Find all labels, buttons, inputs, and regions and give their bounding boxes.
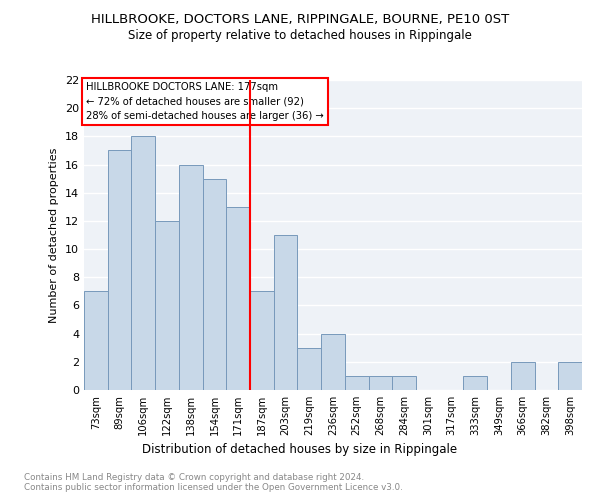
Bar — [321, 334, 345, 390]
Bar — [392, 376, 416, 390]
Text: Distribution of detached houses by size in Rippingale: Distribution of detached houses by size … — [142, 442, 458, 456]
Bar — [108, 150, 131, 390]
Bar — [463, 376, 487, 390]
Bar — [226, 207, 250, 390]
Bar — [179, 164, 203, 390]
Text: Contains HM Land Registry data © Crown copyright and database right 2024.: Contains HM Land Registry data © Crown c… — [24, 472, 364, 482]
Bar — [155, 221, 179, 390]
Bar — [368, 376, 392, 390]
Text: Contains public sector information licensed under the Open Government Licence v3: Contains public sector information licen… — [24, 484, 403, 492]
Bar — [203, 178, 226, 390]
Bar — [558, 362, 582, 390]
Bar — [250, 292, 274, 390]
Bar — [84, 292, 108, 390]
Text: HILLBROOKE, DOCTORS LANE, RIPPINGALE, BOURNE, PE10 0ST: HILLBROOKE, DOCTORS LANE, RIPPINGALE, BO… — [91, 12, 509, 26]
Text: Size of property relative to detached houses in Rippingale: Size of property relative to detached ho… — [128, 29, 472, 42]
Y-axis label: Number of detached properties: Number of detached properties — [49, 148, 59, 322]
Bar — [131, 136, 155, 390]
Bar — [274, 235, 298, 390]
Bar — [298, 348, 321, 390]
Bar — [511, 362, 535, 390]
Bar — [345, 376, 368, 390]
Text: HILLBROOKE DOCTORS LANE: 177sqm
← 72% of detached houses are smaller (92)
28% of: HILLBROOKE DOCTORS LANE: 177sqm ← 72% of… — [86, 82, 324, 121]
